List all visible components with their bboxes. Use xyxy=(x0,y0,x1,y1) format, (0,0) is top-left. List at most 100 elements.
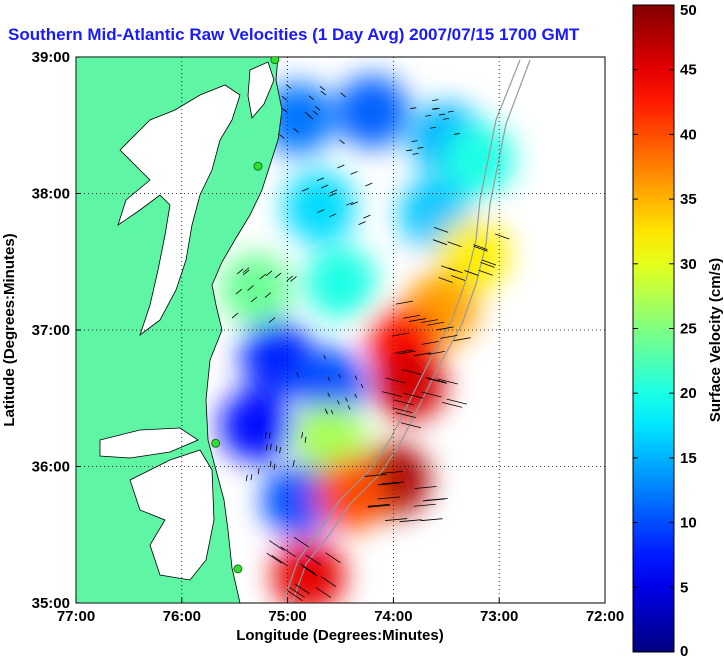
current-vector xyxy=(301,187,309,192)
current-vector xyxy=(385,377,406,384)
current-vector xyxy=(380,470,403,474)
current-vector xyxy=(329,213,337,218)
velocity-zone xyxy=(262,464,335,537)
current-vector xyxy=(242,267,250,274)
current-vector xyxy=(473,245,488,252)
x-tick-label: 72:00 xyxy=(586,608,624,625)
colorbar-tick-label: 0 xyxy=(680,643,688,659)
current-vector xyxy=(403,314,421,319)
current-vector xyxy=(425,497,448,501)
current-vector xyxy=(320,576,337,587)
x-tick-label: 77:00 xyxy=(57,608,95,625)
current-vector xyxy=(269,540,285,551)
current-vector xyxy=(315,587,332,598)
velocity-zone xyxy=(293,348,366,421)
current-vector xyxy=(307,114,314,120)
colorbar-scale xyxy=(632,4,675,653)
current-vector xyxy=(301,565,318,577)
current-vector xyxy=(438,277,453,283)
current-vector xyxy=(432,99,439,102)
current-vector xyxy=(279,447,281,454)
current-vector xyxy=(325,409,328,415)
current-vector xyxy=(453,133,460,135)
current-vector xyxy=(290,276,297,282)
colorbar-tick-label: 10 xyxy=(680,515,697,532)
current-vector xyxy=(350,171,358,175)
current-vector xyxy=(266,552,282,564)
current-vector xyxy=(299,563,316,575)
velocity-zone xyxy=(272,539,345,603)
radar-station xyxy=(253,161,263,171)
shelf-contour xyxy=(283,59,521,601)
current-vector xyxy=(436,326,454,331)
velocity-zone xyxy=(241,321,314,394)
pamlico-sound xyxy=(129,449,215,581)
current-vector xyxy=(269,461,272,468)
current-vector xyxy=(398,350,416,355)
current-vector xyxy=(265,444,268,451)
current-vector xyxy=(337,164,345,169)
radar-station xyxy=(270,57,280,65)
delaware-bay xyxy=(247,61,275,119)
plot-area: 77:00 76:00 75:00 74:00 73:00 72:00 35:00 36:0… xyxy=(32,49,625,625)
land-mass xyxy=(76,57,283,603)
current-vector xyxy=(420,518,443,522)
velocity-blobs xyxy=(219,75,515,603)
y-tick-label: 39:00 xyxy=(32,49,70,66)
current-vector xyxy=(367,504,390,508)
current-vector xyxy=(421,391,442,398)
current-vector xyxy=(323,354,327,360)
current-vector xyxy=(408,318,426,322)
chart-title: Southern Mid-Atlantic Raw Velocities (1 … xyxy=(8,25,580,44)
current-vector xyxy=(312,110,319,116)
y-tick-label: 36:00 xyxy=(32,459,70,476)
current-vector xyxy=(316,177,325,182)
x-tick-label: 75:00 xyxy=(268,608,306,625)
colorbar-tick-label: 30 xyxy=(680,256,697,273)
current-vector xyxy=(338,373,341,379)
current-vector xyxy=(395,300,414,305)
current-vector xyxy=(446,398,467,405)
current-vector xyxy=(358,221,366,225)
velocity-zone xyxy=(283,171,356,244)
colorbar-tick-label: 15 xyxy=(680,450,697,467)
current-vector xyxy=(426,377,448,384)
current-vector xyxy=(275,445,278,452)
current-vector xyxy=(411,140,418,143)
current-vector xyxy=(354,375,358,380)
current-vector xyxy=(337,400,340,405)
current-vector xyxy=(268,432,271,439)
current-vector xyxy=(400,422,422,429)
velocity-zone xyxy=(219,253,292,326)
current-vector xyxy=(279,134,285,139)
colorbar-tick-label: 35 xyxy=(680,191,697,208)
current-vector xyxy=(327,377,331,382)
current-vector xyxy=(420,319,438,324)
velocity-zone xyxy=(304,246,377,319)
albemarle-sound xyxy=(99,427,199,459)
current-vector xyxy=(259,273,266,280)
current-vector xyxy=(247,285,254,291)
current-vector xyxy=(339,139,345,145)
current-vector xyxy=(293,536,310,548)
current-vector xyxy=(417,146,424,149)
current-vector xyxy=(401,369,422,375)
current-vector xyxy=(280,546,296,558)
current-vector xyxy=(347,405,351,410)
current-vector xyxy=(448,267,463,274)
current-vector xyxy=(434,226,449,233)
current-vector xyxy=(413,352,431,357)
current-vector xyxy=(273,463,276,470)
y-axis-ticks: 35:00 36:00 37:00 38:00 39:00 xyxy=(32,49,81,612)
current-vector xyxy=(440,334,458,339)
current-vector xyxy=(264,432,267,439)
current-vector xyxy=(317,209,325,213)
current-vector xyxy=(293,128,299,133)
current-vector xyxy=(257,468,260,475)
current-vector xyxy=(269,443,272,450)
current-vector xyxy=(399,519,422,523)
current-vector xyxy=(304,436,307,443)
current-vector xyxy=(294,583,310,595)
velocity-zone xyxy=(293,403,366,476)
current-vector xyxy=(395,349,413,354)
